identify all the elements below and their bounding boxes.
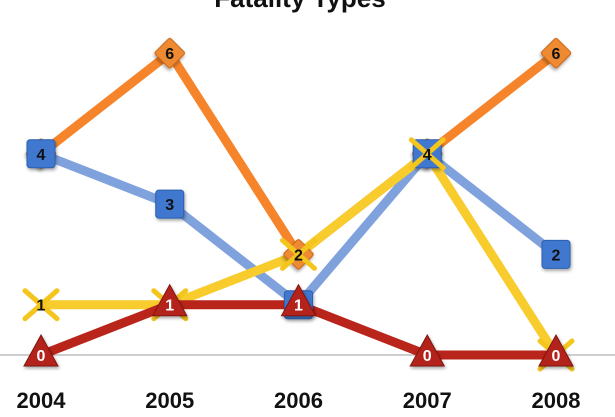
triangle-marker	[23, 333, 59, 367]
data-point-triangle: 0	[23, 333, 59, 367]
diamond-marker	[540, 37, 572, 69]
triangle-marker	[409, 333, 446, 367]
data-label: 3	[165, 197, 174, 214]
data-label: 0	[423, 348, 432, 365]
square-marker	[26, 139, 56, 169]
square-marker	[155, 189, 185, 219]
square-marker	[541, 239, 571, 269]
data-label: 0	[37, 348, 46, 365]
data-point-triangle: 0	[538, 333, 574, 367]
x-marker	[408, 137, 446, 171]
chart-title: Fatality Types	[214, 0, 385, 13]
data-label: 0	[552, 348, 561, 365]
data-label: 1	[165, 298, 174, 315]
x-tick-label: 2006	[274, 388, 323, 413]
data-point-x: 2	[280, 237, 317, 271]
data-point-diamond: 6	[540, 37, 572, 69]
diamond-marker	[154, 37, 185, 69]
data-point-triangle: 1	[280, 283, 317, 317]
title-layer: Fatality Types	[214, 0, 385, 13]
x-tick-label: 2004	[17, 388, 67, 413]
series-line-1	[36, 48, 561, 259]
data-label: 2	[294, 247, 303, 264]
data-point-diamond: 6	[154, 37, 185, 69]
x-tick-label: 2005	[145, 388, 194, 413]
data-point-square: 3	[155, 189, 185, 219]
data-point-square: 4	[26, 139, 56, 169]
data-point-x: 4	[408, 137, 446, 171]
x-marker	[22, 288, 60, 322]
data-label: 1	[294, 298, 303, 315]
series-layer: 46246431421124001100	[22, 37, 575, 372]
triangle-marker	[151, 283, 188, 317]
triangle-marker	[280, 283, 317, 317]
data-point-x: 1	[22, 288, 60, 322]
data-label: 4	[423, 147, 432, 164]
data-point-triangle: 1	[151, 283, 188, 317]
x-axis-tick-labels: 2004 2005 2006 2007 2008	[17, 388, 581, 413]
data-point-triangle: 0	[409, 333, 446, 367]
x-tick-label: 2007	[403, 388, 452, 413]
data-point-square: 2	[541, 239, 571, 269]
data-label: 6	[552, 46, 561, 63]
data-label: 6	[165, 46, 174, 63]
data-label: 2	[552, 247, 561, 264]
data-label: 4	[37, 147, 46, 164]
x-tick-label: 2008	[532, 388, 581, 413]
data-label: 1	[37, 298, 46, 315]
x-marker	[280, 237, 317, 271]
triangle-marker	[538, 333, 574, 367]
